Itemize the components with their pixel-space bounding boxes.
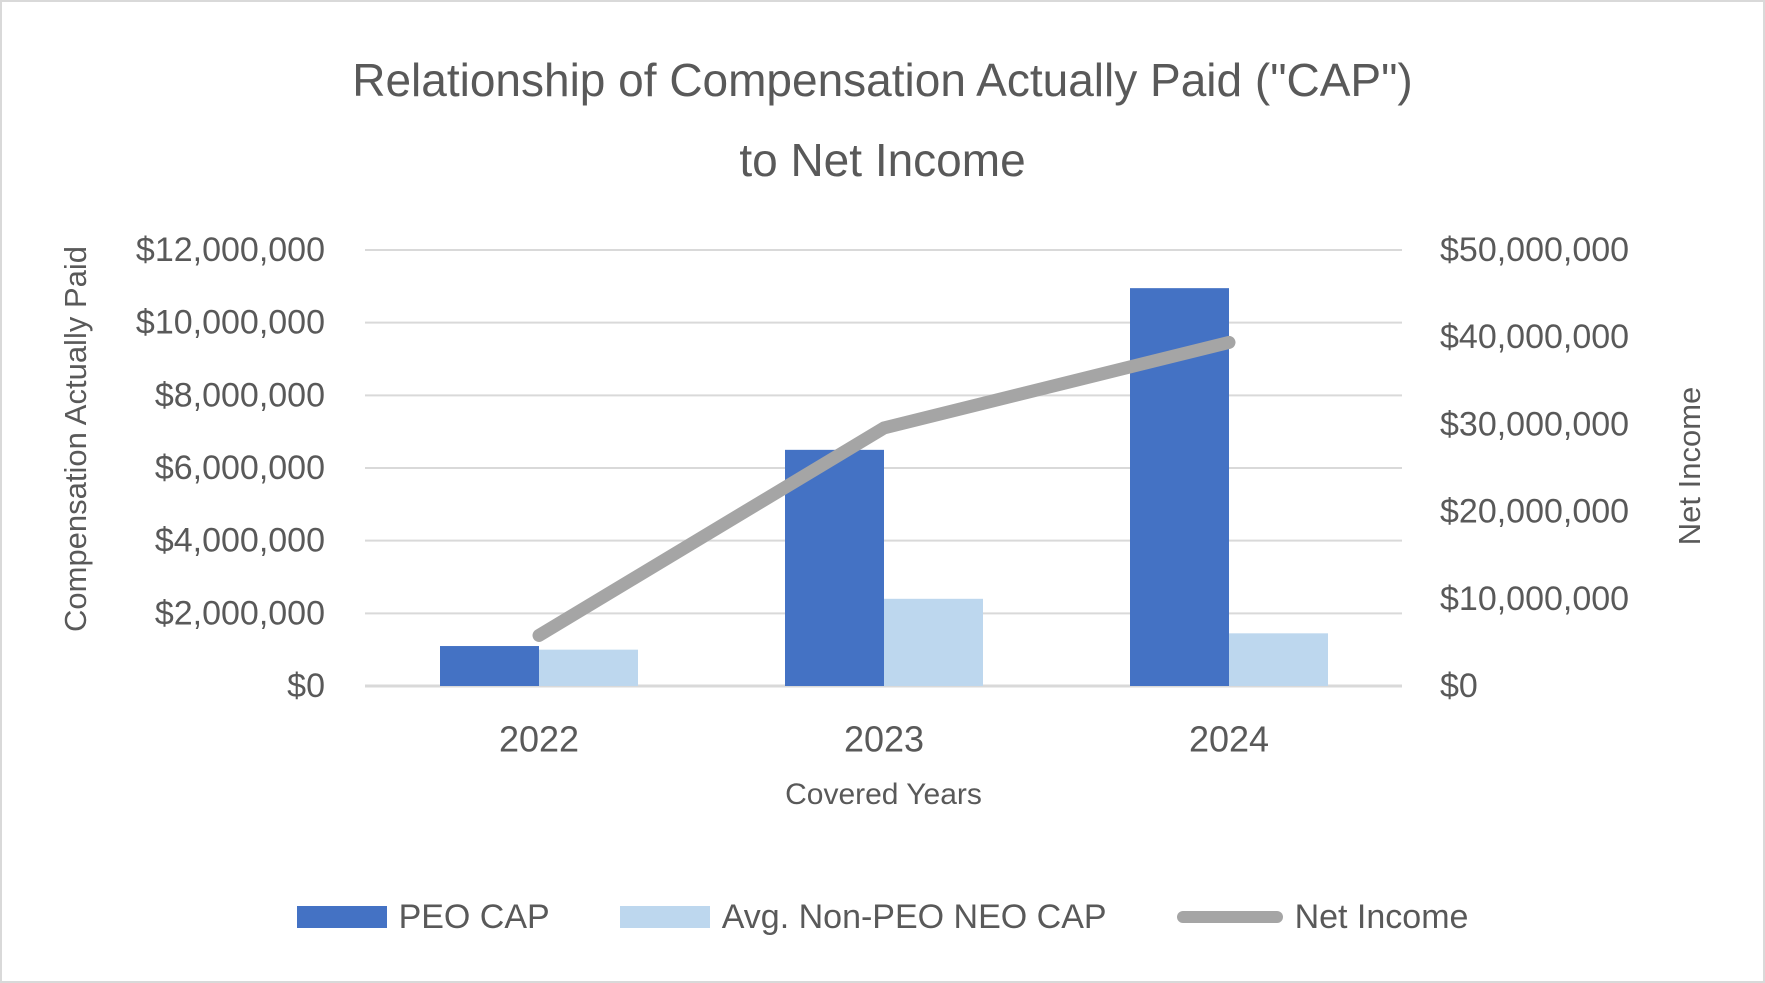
right-axis-tick-label: $50,000,000 — [1440, 231, 1629, 269]
x-tick-label-2022: 2022 — [499, 719, 579, 760]
legend: PEO CAP Avg. Non-PEO NEO CAP Net Income — [2, 895, 1763, 939]
bar-peo-cap-2023 — [785, 449, 884, 686]
net-income-line-swatch-icon — [1176, 911, 1283, 923]
bar-avg-non-peo-neo-cap-2022 — [539, 649, 638, 686]
left-axis-tick-label: $8,000,000 — [155, 376, 325, 414]
chart-title-line1: Relationship of Compensation Actually Pa… — [352, 54, 1413, 106]
right-axis-tick-label: $30,000,000 — [1440, 405, 1629, 443]
left-axis-tick-label: $12,000,000 — [136, 231, 325, 269]
peo-cap-swatch-icon — [296, 906, 387, 928]
right-axis-tick-label: $20,000,000 — [1440, 493, 1629, 531]
x-axis-title: Covered Years — [785, 778, 982, 811]
legend-label-peo-cap: PEO CAP — [398, 897, 550, 936]
right-axis-tick-label: $0 — [1440, 667, 1478, 705]
left-axis-tick-label: $10,000,000 — [136, 304, 325, 342]
bar-avg-non-peo-neo-cap-2023 — [884, 598, 983, 686]
net-income-line — [532, 335, 1236, 642]
x-tick-label-2024: 2024 — [1189, 719, 1269, 760]
chart-title: Relationship of Compensation Actually Pa… — [2, 40, 1763, 200]
left-axis-tick-label: $2,000,000 — [155, 594, 325, 632]
bar-peo-cap-2022 — [440, 646, 539, 686]
legend-label-avg-non-peo-neo-cap: Avg. Non-PEO NEO CAP — [721, 897, 1107, 936]
left-axis-tick-label: $6,000,000 — [155, 449, 325, 487]
left-axis-tick-label: $0 — [287, 667, 325, 705]
legend-label-net-income: Net Income — [1294, 897, 1469, 936]
chart-title-line2: to Net Income — [739, 134, 1026, 186]
avg-non-peo-neo-cap-swatch-icon — [619, 906, 710, 928]
left-axis-tick-label: $4,000,000 — [155, 522, 325, 560]
legend-item-net-income: Net Income — [1176, 897, 1469, 937]
legend-item-avg-non-peo-neo-cap: Avg. Non-PEO NEO CAP — [619, 897, 1107, 937]
right-axis-tick-label: $40,000,000 — [1440, 318, 1629, 356]
x-tick-label-2023: 2023 — [844, 719, 924, 760]
legend-item-peo-cap: PEO CAP — [296, 897, 550, 937]
bar-avg-non-peo-neo-cap-2024 — [1229, 633, 1328, 686]
right-axis-tick-label: $10,000,000 — [1440, 580, 1629, 618]
